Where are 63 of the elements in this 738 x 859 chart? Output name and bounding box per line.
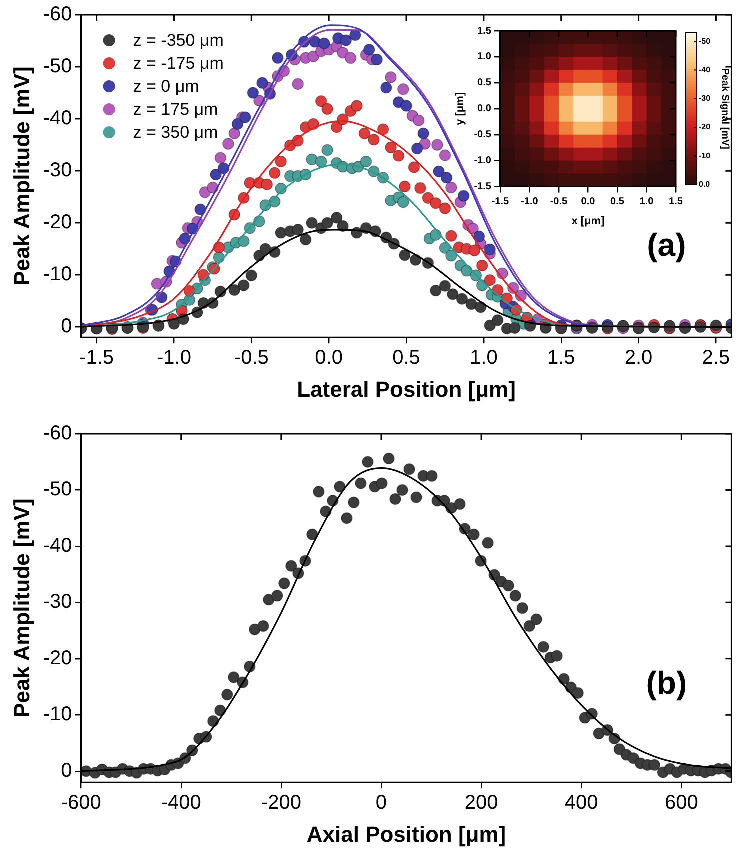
color-bar-label: -30	[699, 94, 712, 104]
annotation: (a)	[647, 227, 686, 264]
y-tick-label: 0.0	[478, 104, 492, 115]
x-tick-label: 1.5	[669, 196, 684, 208]
y-tick-label: -0.5	[474, 130, 492, 141]
color-bar-title: Peak Signal [mV]	[719, 68, 730, 150]
x-tick-label: 2.0	[624, 347, 653, 370]
x-tick-label: -1.0	[521, 196, 539, 208]
x-tick-label: -200	[261, 792, 302, 814]
x-axis-title: Lateral Position [μm]	[297, 376, 516, 402]
x-tick-label: -400	[161, 792, 202, 814]
x-tick-label: 0.0	[315, 347, 343, 370]
y-tick-label: 0	[61, 760, 72, 782]
y-tick-label: -1.0	[474, 156, 492, 167]
x-tick-label: -1.5	[492, 196, 510, 208]
legend-label: z = 350 μm	[133, 123, 218, 142]
annotation: (b)	[646, 664, 688, 701]
x-tick-label: -0.5	[550, 196, 568, 208]
y-tick-label: -50	[43, 478, 72, 501]
x-tick-label: 1.0	[640, 196, 654, 208]
y-tick-label: -40	[43, 534, 72, 557]
y-axis-title: Peak Amplitude [mV]	[9, 66, 34, 286]
y-axis-title: y [μm]	[454, 92, 467, 126]
y-tick-label: -60	[43, 422, 72, 445]
color-bar-label: -50	[699, 36, 712, 46]
y-tick-label: -20	[43, 212, 72, 234]
x-tick-label: -0.5	[234, 347, 269, 370]
y-tick-label: 0	[61, 316, 72, 338]
x-tick-label: -600	[61, 792, 102, 814]
legend-label: z = 0 μm	[133, 77, 200, 96]
y-axis-title: Peak Amplitude [mV]	[9, 498, 34, 718]
y-tick-label: 0.5	[478, 78, 492, 89]
x-tick-label: 600	[664, 792, 698, 814]
color-bar-label: -40	[699, 65, 712, 74]
y-tick-label: -1.5	[474, 182, 492, 193]
y-tick-label: -10	[43, 704, 72, 726]
y-tick-label: 1.5	[478, 26, 492, 37]
x-tick-label: 0.5	[610, 196, 625, 208]
x-tick-label: 400	[564, 792, 598, 814]
x-axis-title: Axial Position [μm]	[306, 822, 506, 847]
x-tick-label: 0	[376, 792, 388, 814]
y-tick-label: -10	[43, 264, 72, 286]
x-tick-label: 0.0	[581, 196, 596, 208]
x-tick-label: -1.5	[80, 347, 114, 370]
y-tick-label: -30	[43, 591, 72, 614]
y-tick-label: -40	[43, 108, 72, 130]
y-tick-label: -50	[43, 56, 72, 78]
legend-label: z = -350 μm	[133, 31, 224, 50]
color-bar-label: -20	[699, 122, 712, 132]
legend-label: z = 175 μm	[133, 100, 218, 120]
x-tick-label: 0.5	[392, 347, 420, 370]
color-bar-label: -10	[699, 151, 712, 160]
x-tick-label: 1.5	[547, 347, 576, 370]
x-tick-label: 2.5	[702, 347, 730, 370]
y-tick-label: -30	[43, 160, 72, 182]
y-tick-label: -60	[43, 4, 72, 26]
x-axis-title: x [μm]	[572, 215, 606, 228]
y-tick-label: 1.0	[478, 52, 492, 63]
x-tick-label: -1.0	[156, 347, 192, 370]
legend-label: z = -175 μm	[133, 54, 224, 74]
color-bar-label: 0.0	[699, 180, 711, 190]
x-tick-label: 200	[464, 792, 498, 814]
y-tick-label: -20	[43, 647, 72, 670]
